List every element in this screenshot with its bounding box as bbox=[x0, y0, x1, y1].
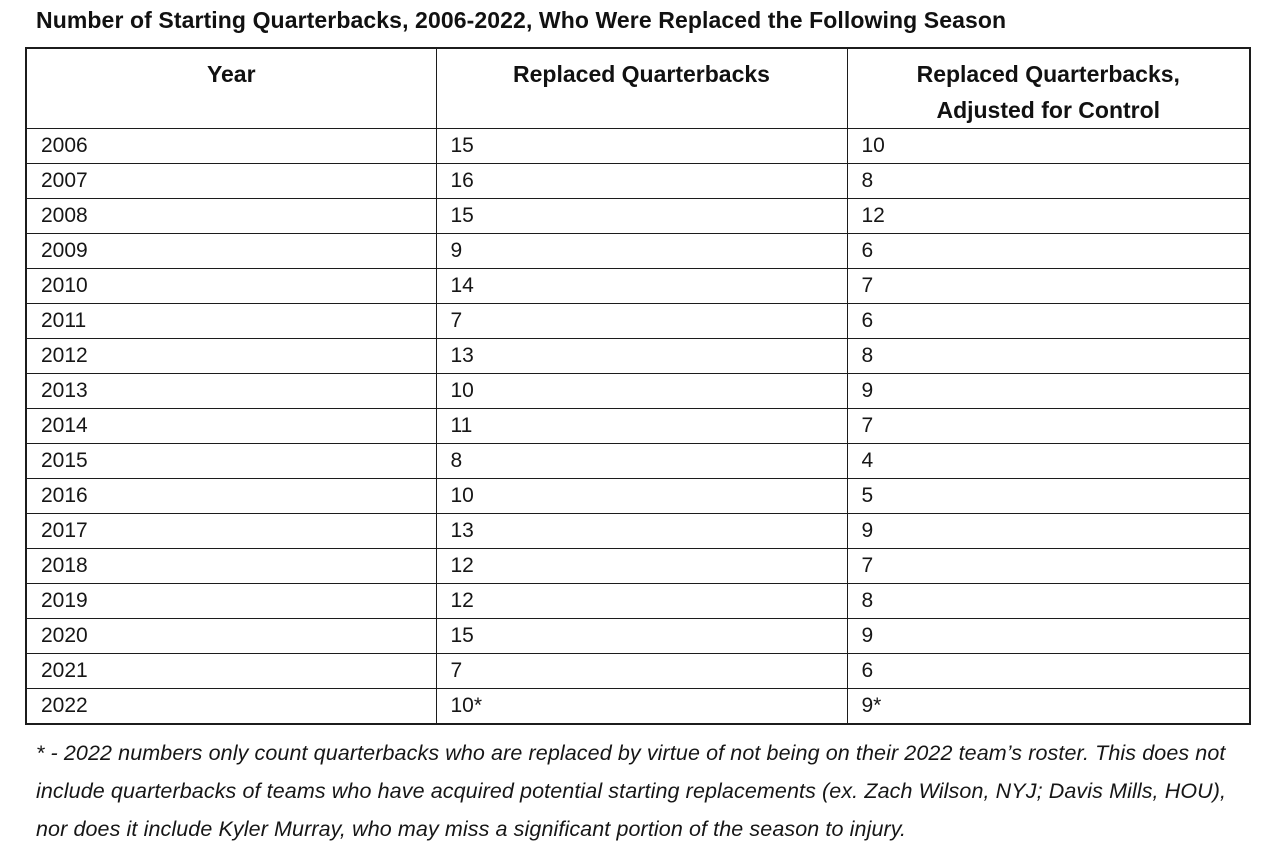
table-cell: 10* bbox=[435, 688, 848, 724]
table-row: 2014 11 7 bbox=[25, 408, 1251, 444]
table-cell: 2013 bbox=[25, 373, 437, 409]
table-row: 2007 16 8 bbox=[25, 163, 1251, 199]
table-cell: 2015 bbox=[25, 443, 437, 479]
table-cell: 2006 bbox=[25, 128, 437, 164]
table-cell: 15 bbox=[435, 128, 848, 164]
table-cell: 2010 bbox=[25, 268, 437, 304]
table-cell: 7 bbox=[435, 303, 848, 339]
table-cell: 9 bbox=[846, 513, 1251, 549]
table-cell: 11 bbox=[435, 408, 848, 444]
table-cell: 2016 bbox=[25, 478, 437, 514]
table-row: 2008 15 12 bbox=[25, 198, 1251, 234]
table-cell: 2019 bbox=[25, 583, 437, 619]
quarterbacks-table: Year Replaced Quarterbacks Replaced Quar… bbox=[25, 47, 1251, 725]
table-cell: 9 bbox=[846, 618, 1251, 654]
table-cell: 9 bbox=[435, 233, 848, 269]
table-cell: 12 bbox=[435, 548, 848, 584]
table-cell: 10 bbox=[846, 128, 1251, 164]
table-cell: 4 bbox=[846, 443, 1251, 479]
table-cell: 9 bbox=[846, 373, 1251, 409]
table-cell: 2017 bbox=[25, 513, 437, 549]
table-row: 2013 10 9 bbox=[25, 373, 1251, 409]
table-cell: 12 bbox=[435, 583, 848, 619]
table-cell: 10 bbox=[435, 373, 848, 409]
header-cell-replaced-quarterbacks: Replaced Quarterbacks bbox=[435, 47, 848, 129]
table-header: Year Replaced Quarterbacks Replaced Quar… bbox=[25, 47, 1251, 129]
header-cell-replaced-adjusted: Replaced Quarterbacks, Adjusted for Cont… bbox=[846, 47, 1251, 129]
table-row: 2011 7 6 bbox=[25, 303, 1251, 339]
table-cell: 2022 bbox=[25, 688, 437, 724]
table-cell: 7 bbox=[846, 408, 1251, 444]
header-row: Year Replaced Quarterbacks Replaced Quar… bbox=[25, 47, 1251, 129]
table-cell: 2011 bbox=[25, 303, 437, 339]
table-cell: 2020 bbox=[25, 618, 437, 654]
table-cell: 12 bbox=[846, 198, 1251, 234]
table-cell: 10 bbox=[435, 478, 848, 514]
table-cell: 15 bbox=[435, 618, 848, 654]
table-cell: 2009 bbox=[25, 233, 437, 269]
table-row: 2019 12 8 bbox=[25, 583, 1251, 619]
table-row: 2016 10 5 bbox=[25, 478, 1251, 514]
table-cell: 8 bbox=[435, 443, 848, 479]
table-row: 2018 12 7 bbox=[25, 548, 1251, 584]
table-cell: 7 bbox=[846, 268, 1251, 304]
table-cell: 2021 bbox=[25, 653, 437, 689]
table-row: 2020 15 9 bbox=[25, 618, 1251, 654]
table-cell: 8 bbox=[846, 583, 1251, 619]
table-row: 2015 8 4 bbox=[25, 443, 1251, 479]
table-cell: 2014 bbox=[25, 408, 437, 444]
table-cell: 6 bbox=[846, 233, 1251, 269]
table-cell: 2018 bbox=[25, 548, 437, 584]
table-row: 2017 13 9 bbox=[25, 513, 1251, 549]
page-title: Number of Starting Quarterbacks, 2006-20… bbox=[36, 7, 1007, 33]
table-cell: 8 bbox=[846, 163, 1251, 199]
table-cell: 13 bbox=[435, 338, 848, 374]
table-row: 2021 7 6 bbox=[25, 653, 1251, 689]
table-cell: 7 bbox=[435, 653, 848, 689]
header-cell-year: Year bbox=[25, 47, 437, 129]
table-row: 2009 9 6 bbox=[25, 233, 1251, 269]
table-cell: 6 bbox=[846, 303, 1251, 339]
table-cell: 8 bbox=[846, 338, 1251, 374]
footnote-text: * - 2022 numbers only count quarterbacks… bbox=[36, 740, 1227, 841]
table-cell: 15 bbox=[435, 198, 848, 234]
table-cell: 2012 bbox=[25, 338, 437, 374]
table-row: 2010 14 7 bbox=[25, 268, 1251, 304]
table-cell: 7 bbox=[846, 548, 1251, 584]
table-cell: 2007 bbox=[25, 163, 437, 199]
table-row: 2006 15 10 bbox=[25, 128, 1251, 164]
table-cell: 14 bbox=[435, 268, 848, 304]
table-cell: 13 bbox=[435, 513, 848, 549]
table-cell: 9* bbox=[846, 688, 1251, 724]
table-row: 2022 10* 9* bbox=[25, 688, 1251, 724]
table-cell: 5 bbox=[846, 478, 1251, 514]
table-row: 2012 13 8 bbox=[25, 338, 1251, 374]
table-cell: 6 bbox=[846, 653, 1251, 689]
table-cell: 2008 bbox=[25, 198, 437, 234]
table-cell: 16 bbox=[435, 163, 848, 199]
table-body: 2006 15 10 2007 16 8 2008 15 12 2009 9 6 2010 14 7 2011… bbox=[25, 128, 1251, 724]
